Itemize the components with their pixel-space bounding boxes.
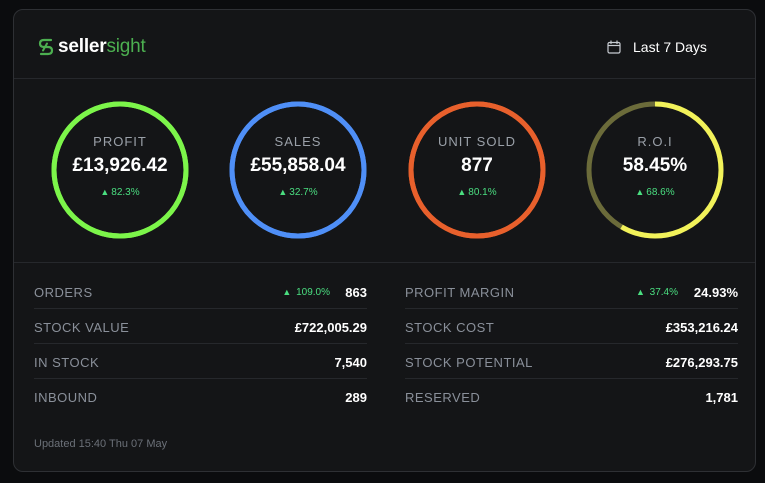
reserved-value: 1,781	[705, 390, 738, 405]
stat-row-profit-margin: PROFIT MARGIN ▲ 37.4% 24.93%	[405, 275, 738, 309]
calendar-icon	[607, 40, 621, 54]
stat-row-stock-cost: STOCK COST £353,216.24	[405, 310, 738, 344]
orders-change: ▲ 109.0%	[282, 287, 330, 298]
in-stock-label: IN STOCK	[34, 355, 100, 370]
units-sold-label: UNIT SOLD	[437, 134, 517, 149]
roi-label: R.O.I	[637, 134, 673, 149]
profit-change: ▲ 82.3%	[100, 187, 139, 198]
brand-name-light: sight	[106, 36, 146, 57]
up-arrow-icon: ▲	[635, 287, 645, 297]
inbound-label: INBOUND	[34, 390, 98, 405]
roi-change-value: 68.6%	[646, 187, 675, 198]
stat-row-stock-potential: STOCK POTENTIAL £276,293.75	[405, 345, 738, 379]
profit-ring	[51, 101, 189, 239]
brand-name: sellersight	[58, 37, 146, 57]
orders-label: ORDERS	[34, 285, 93, 300]
date-range-selector[interactable]: Last 7 Days	[607, 39, 707, 55]
stock-cost-label: STOCK COST	[405, 320, 495, 335]
roi-value: 58.45%	[622, 155, 688, 176]
stat-row-orders: ORDERS ▲ 109.0% 863	[34, 275, 367, 309]
units-sold-change-value: 80.1%	[468, 187, 497, 198]
up-arrow-icon: ▲	[282, 287, 292, 297]
profit-margin-value: 24.93%	[693, 285, 738, 300]
reserved-label: RESERVED	[405, 390, 481, 405]
units-sold-value: 877	[461, 155, 493, 176]
metrics-section: PROFIT £13,926.42 ▲ 82.3% SALES £55,858.0…	[14, 78, 755, 263]
up-arrow-icon: ▲	[635, 187, 645, 197]
sales-ring	[229, 101, 367, 239]
profit-margin-label: PROFIT MARGIN	[405, 285, 515, 300]
roi-change: ▲ 68.6%	[635, 187, 674, 198]
stats-right-column: PROFIT MARGIN ▲ 37.4% 24.93% STOCK COST …	[405, 275, 738, 415]
profit-change-value: 82.3%	[111, 187, 140, 198]
stat-row-stock-value: STOCK VALUE £722,005.29	[34, 310, 367, 344]
stock-potential-value: £276,293.75	[665, 355, 738, 370]
stat-row-inbound: INBOUND 289	[34, 380, 367, 414]
orders-change-value: 109.0%	[296, 287, 330, 298]
in-stock-value: 7,540	[334, 355, 367, 370]
units-sold-gauge: UNIT SOLD 877 ▲ 80.1%	[407, 100, 547, 240]
card-header: sellersight Last 7 Days	[14, 10, 755, 79]
date-range-label: Last 7 Days	[633, 39, 707, 55]
brand-name-bold: seller	[58, 36, 107, 57]
profit-margin-change: ▲ 37.4%	[636, 287, 678, 298]
stock-value-value: £722,005.29	[294, 320, 367, 335]
orders-value: 863	[345, 285, 367, 300]
units-sold-ring	[408, 101, 546, 239]
stock-potential-label: STOCK POTENTIAL	[405, 355, 533, 370]
up-arrow-icon: ▲	[100, 187, 110, 197]
inbound-value: 289	[345, 390, 367, 405]
sales-change-value: 32.7%	[289, 187, 318, 198]
sales-label: SALES	[274, 134, 322, 149]
stock-value-label: STOCK VALUE	[34, 320, 130, 335]
sales-change: ▲ 32.7%	[278, 187, 317, 198]
stat-row-in-stock: IN STOCK 7,540	[34, 345, 367, 379]
profit-label: PROFIT	[93, 134, 147, 149]
brand-logo: sellersight	[38, 37, 146, 57]
up-arrow-icon: ▲	[278, 187, 288, 197]
last-updated-text: Updated 15:40 Thu 07 May	[34, 438, 168, 450]
stat-row-reserved: RESERVED 1,781	[405, 380, 738, 414]
profit-margin-change-value: 37.4%	[649, 287, 678, 298]
profit-value: £13,926.42	[72, 155, 168, 176]
sellersight-logo-icon	[38, 38, 54, 56]
roi-ring	[586, 101, 724, 239]
stats-left-column: ORDERS ▲ 109.0% 863 STOCK VALUE £722,005…	[34, 275, 367, 415]
profit-gauge: PROFIT £13,926.42 ▲ 82.3%	[50, 100, 190, 240]
dashboard-card: sellersight Last 7 Days PROFIT £13,926.4…	[13, 9, 756, 472]
stock-cost-value: £353,216.24	[665, 320, 738, 335]
up-arrow-icon: ▲	[457, 187, 467, 197]
roi-gauge: R.O.I 58.45% ▲ 68.6%	[585, 100, 725, 240]
sales-value: £55,858.04	[250, 155, 346, 176]
sales-gauge: SALES £55,858.04 ▲ 32.7%	[228, 100, 368, 240]
units-sold-change: ▲ 80.1%	[457, 187, 496, 198]
